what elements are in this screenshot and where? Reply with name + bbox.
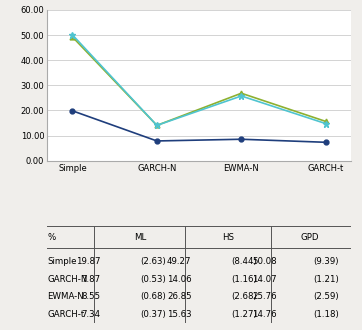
Text: (1.27): (1.27) (231, 310, 257, 319)
HS (239, 91, 244, 95)
GPD (155, 123, 159, 127)
Text: GPD: GPD (301, 233, 319, 242)
ML (239, 137, 244, 141)
Text: (0.53): (0.53) (140, 275, 165, 284)
Text: HS: HS (222, 233, 234, 242)
Text: EWMA-N: EWMA-N (47, 292, 84, 301)
Line: HS: HS (70, 34, 328, 128)
Text: (1.21): (1.21) (313, 275, 339, 284)
ML (155, 139, 159, 143)
Text: 15.63: 15.63 (167, 310, 191, 319)
Text: %: % (47, 233, 55, 242)
Text: (1.18): (1.18) (313, 310, 339, 319)
GPD (324, 122, 328, 126)
HS (70, 35, 75, 39)
HS (324, 119, 328, 123)
Text: 7.87: 7.87 (81, 275, 100, 284)
Text: 14.76: 14.76 (252, 310, 277, 319)
GPD (70, 33, 75, 37)
Text: 14.06: 14.06 (167, 275, 191, 284)
Text: 8.55: 8.55 (81, 292, 100, 301)
Text: 7.34: 7.34 (81, 310, 100, 319)
Text: (8.44): (8.44) (231, 257, 257, 266)
Text: (2.59): (2.59) (313, 292, 339, 301)
ML (70, 109, 75, 113)
Text: (1.16): (1.16) (231, 275, 257, 284)
Text: 50.08: 50.08 (252, 257, 277, 266)
Line: ML: ML (70, 108, 328, 145)
ML (324, 140, 328, 144)
Text: 26.85: 26.85 (167, 292, 191, 301)
Text: GARCH-N: GARCH-N (47, 275, 88, 284)
Line: GPD: GPD (69, 31, 329, 129)
Text: (9.39): (9.39) (313, 257, 338, 266)
HS (155, 123, 159, 127)
Text: 25.76: 25.76 (252, 292, 277, 301)
Text: (2.63): (2.63) (140, 257, 165, 266)
Text: (0.68): (0.68) (140, 292, 165, 301)
Text: ML: ML (134, 233, 146, 242)
Text: GARCH-t: GARCH-t (47, 310, 84, 319)
Text: 19.87: 19.87 (76, 257, 100, 266)
Text: 49.27: 49.27 (167, 257, 191, 266)
Text: (2.68): (2.68) (231, 292, 257, 301)
Text: (0.37): (0.37) (140, 310, 165, 319)
Text: 14.07: 14.07 (252, 275, 277, 284)
GPD (239, 94, 244, 98)
Text: Simple: Simple (47, 257, 76, 266)
